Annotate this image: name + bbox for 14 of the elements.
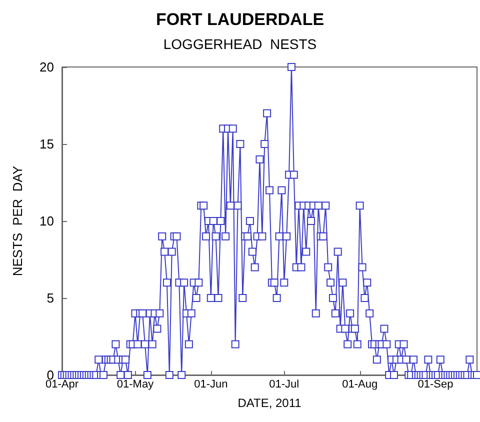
chart-subtitle: LOGGERHEAD NESTS (163, 36, 317, 52)
x-axis-title: DATE, 2011 (238, 396, 302, 410)
x-tick-label: 01-Apr (45, 378, 79, 390)
chart-title: FORT LAUDERDALE (156, 10, 324, 29)
y-tick-label: 10 (40, 214, 54, 228)
y-tick-label: 5 (46, 290, 54, 306)
x-tick-label: 01-Aug (342, 378, 378, 390)
x-tick-label: 01-May (116, 378, 154, 390)
y-tick-label: 20 (40, 60, 54, 74)
y-tick-label: 15 (40, 136, 54, 152)
x-tick-label: 01-Jul (269, 378, 300, 390)
x-tick-label: 01-Jun (194, 378, 228, 390)
y-axis-title: NESTS PER DAY (10, 166, 25, 276)
x-tick-label: 01-Sep (418, 378, 454, 390)
